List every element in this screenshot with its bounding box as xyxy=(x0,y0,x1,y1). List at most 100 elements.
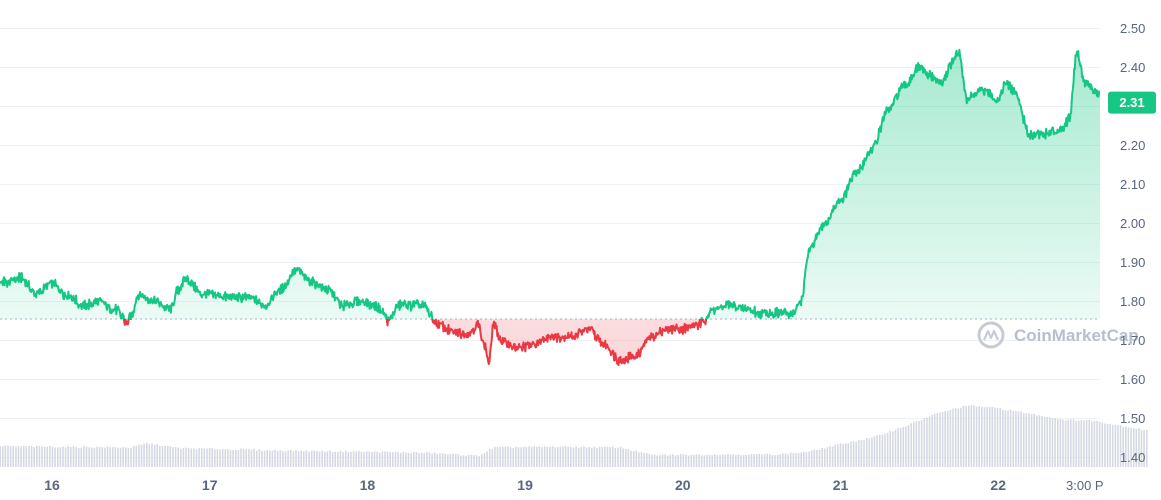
volume-bar xyxy=(965,405,967,467)
volume-bar xyxy=(572,447,575,467)
volume-bar xyxy=(1114,424,1117,467)
volume-bar xyxy=(703,455,706,467)
volume-bar xyxy=(1119,425,1122,467)
volume-bar xyxy=(462,455,465,467)
volume-bar xyxy=(795,453,797,467)
volume-bar xyxy=(132,446,135,467)
volume-bar xyxy=(80,447,83,467)
volume-bar xyxy=(533,446,535,467)
volume-bar xyxy=(1091,421,1093,467)
volume-bar xyxy=(941,411,944,467)
volume-bar xyxy=(200,448,203,467)
volume-bar xyxy=(716,455,719,467)
volume-bar xyxy=(371,452,373,467)
volume-bar xyxy=(12,445,14,467)
volume-bar xyxy=(962,405,965,467)
volume-bar xyxy=(342,452,344,467)
volume-bar xyxy=(1002,409,1004,467)
y-tick-label: 1.80 xyxy=(1120,294,1145,309)
volume-bar xyxy=(528,446,530,467)
volume-bar xyxy=(138,444,140,467)
volume-bar xyxy=(159,445,161,467)
volume-bar xyxy=(509,447,512,467)
volume-bar xyxy=(824,448,826,467)
volume-bar xyxy=(420,452,423,467)
volume-bar xyxy=(232,450,234,467)
volume-bar xyxy=(77,447,80,467)
volume-bar xyxy=(852,441,855,467)
volume-bar xyxy=(1022,413,1025,467)
volume-bar xyxy=(481,454,483,467)
volume-bar xyxy=(598,446,601,467)
volume-bar xyxy=(224,449,227,467)
volume-bar xyxy=(915,421,918,467)
volume-bar xyxy=(538,446,541,467)
current-price-label: 2.31 xyxy=(1119,95,1144,110)
volume-bar xyxy=(729,454,732,467)
volume-bar xyxy=(748,454,750,467)
volume-bar xyxy=(693,454,695,467)
volume-bar xyxy=(378,452,381,467)
volume-bar xyxy=(536,446,538,467)
volume-bar xyxy=(604,446,606,467)
volume-bar xyxy=(20,446,22,467)
volume-bar xyxy=(454,453,457,467)
volume-bar xyxy=(1015,411,1017,467)
price-area xyxy=(0,49,1100,365)
volume-bar xyxy=(1057,419,1059,467)
volume-bar xyxy=(1051,418,1054,467)
volume-bar xyxy=(813,449,816,467)
volume-bar xyxy=(1054,418,1056,467)
volume-bar xyxy=(297,451,300,467)
volume-bar xyxy=(376,451,378,467)
volume-bar xyxy=(1140,429,1143,467)
volume-bar xyxy=(211,448,213,467)
volume-bar xyxy=(449,453,452,467)
volume-bar xyxy=(397,451,399,467)
volume-bar xyxy=(755,454,758,467)
volume-bar xyxy=(968,405,970,467)
volume-bar xyxy=(1077,420,1080,467)
volume-bar xyxy=(488,449,491,467)
volume-bar xyxy=(109,447,111,467)
volume-bar xyxy=(653,454,656,467)
y-tick-label: 2.40 xyxy=(1120,60,1145,75)
volume-bar xyxy=(907,425,910,467)
volume-bar xyxy=(1020,411,1022,467)
volume-bar xyxy=(289,450,292,467)
watermark-text: CoinMarketCap xyxy=(1014,326,1139,345)
volume-bar xyxy=(373,451,376,467)
volume-bar xyxy=(758,453,761,467)
volume-bar xyxy=(522,446,525,467)
volume-bar xyxy=(318,451,321,467)
y-tick-label: 1.60 xyxy=(1120,372,1145,387)
volume-bar xyxy=(172,447,174,467)
volume-bar xyxy=(7,445,9,467)
volume-bar xyxy=(418,453,420,467)
volume-bar xyxy=(62,446,64,467)
volume-bar xyxy=(250,450,253,467)
volume-bar xyxy=(1088,420,1090,467)
volume-bar xyxy=(839,443,842,467)
volume-bar xyxy=(185,447,187,467)
volume-bar xyxy=(991,406,994,467)
y-tick-label: 2.50 xyxy=(1120,21,1145,36)
volume-bar xyxy=(394,451,397,467)
volume-bar xyxy=(258,449,261,467)
volume-bar xyxy=(549,446,551,467)
volume-bar xyxy=(784,453,787,467)
volume-bar xyxy=(64,447,67,467)
volume-bar xyxy=(470,454,473,467)
x-tick-label: 18 xyxy=(360,477,376,493)
volume-bar xyxy=(680,454,682,467)
volume-bar xyxy=(659,455,661,467)
volume-bar xyxy=(601,446,604,467)
volume-bar xyxy=(117,447,119,467)
volume-bar xyxy=(960,407,962,467)
volume-bar xyxy=(125,447,127,467)
volume-bar xyxy=(83,446,85,467)
volume-bar xyxy=(140,444,143,467)
volume-bar xyxy=(88,447,90,467)
volume-bar xyxy=(253,448,255,467)
volume-bar xyxy=(847,443,850,467)
